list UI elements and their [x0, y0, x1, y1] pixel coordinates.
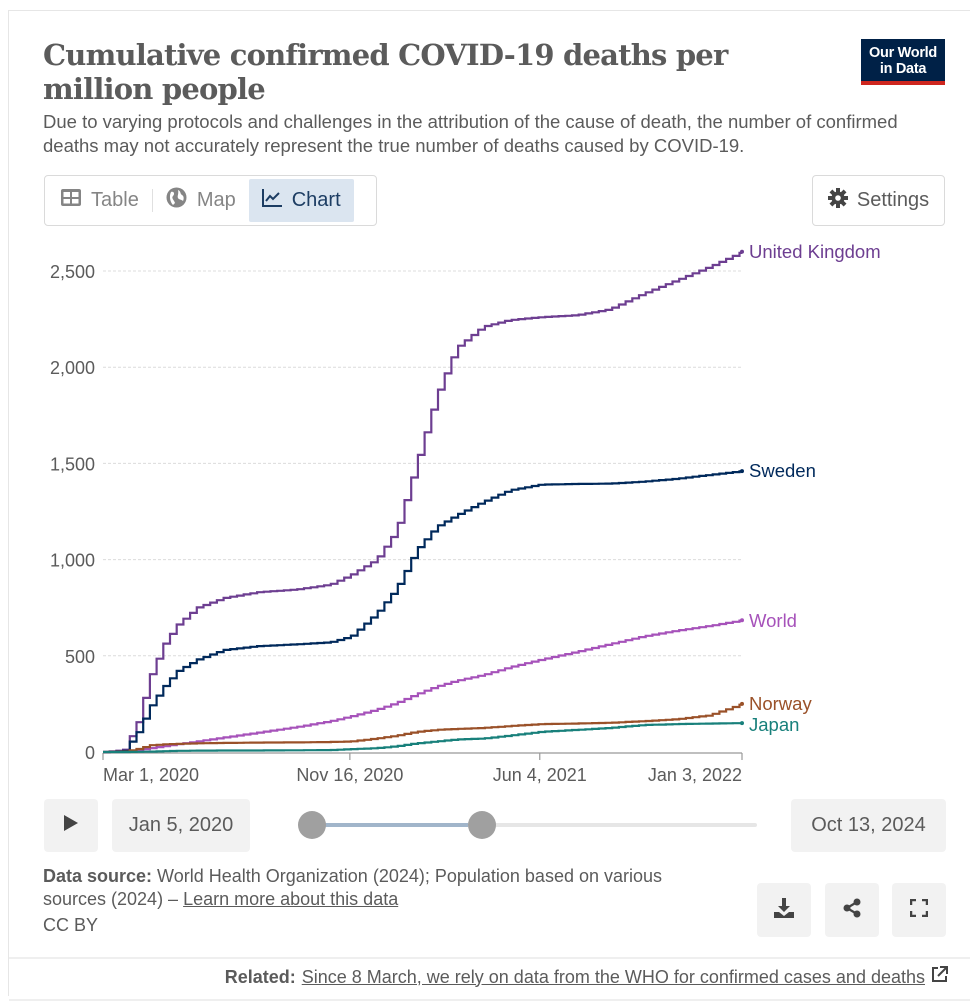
gear-icon — [827, 187, 848, 214]
fullscreen-button[interactable] — [892, 883, 946, 937]
tab-table[interactable]: Table — [48, 179, 152, 222]
end-date-button[interactable]: Oct 13, 2024 — [791, 799, 946, 852]
data-source-prefix: Data source: — [43, 866, 153, 886]
y-tick-label: 2,000 — [50, 358, 95, 378]
series-label-world: World — [749, 610, 797, 631]
logo-line-1: Our World — [869, 45, 937, 61]
globe-icon — [166, 187, 187, 214]
chart-subtitle: Due to varying protocols and challenges … — [43, 111, 898, 156]
tab-map[interactable]: Map — [153, 179, 249, 222]
view-tabs: Table Map Chart — [44, 175, 377, 226]
series-lines — [103, 249, 744, 754]
x-tick-label: Jun 4, 2021 — [493, 765, 587, 785]
series-line-united-kingdom — [103, 251, 742, 754]
series-end-marker — [740, 701, 744, 706]
settings-label: Settings — [856, 189, 930, 211]
series-label-united-kingdom: United Kingdom — [749, 241, 881, 262]
y-tick-label: 2,500 — [50, 262, 95, 282]
series-end-marker — [740, 721, 744, 726]
owid-logo[interactable]: Our World in Data — [861, 39, 945, 85]
related-section: Related: Since 8 March, we rely on data … — [225, 966, 948, 988]
series-line-japan — [103, 722, 742, 754]
series-line-sweden — [103, 470, 742, 754]
related-link[interactable]: Since 8 March, we rely on data from the … — [301, 966, 925, 987]
x-tick-label: Mar 1, 2020 — [103, 765, 199, 785]
share-button[interactable] — [825, 883, 879, 937]
y-tick-label: 500 — [65, 647, 95, 667]
grid-lines — [103, 270, 742, 657]
end-date-label: Oct 13, 2024 — [811, 814, 926, 836]
play-icon — [64, 815, 78, 836]
tab-chart-label: Chart — [291, 189, 341, 211]
tab-map-label: Map — [196, 189, 236, 211]
y-tick-label: 0 — [85, 743, 95, 763]
chart-title: Cumulative confirmed COVID-19 deaths per… — [43, 38, 728, 106]
x-axis: Mar 1, 2020 Nov 16, 2020 Jun 4, 2021 Jan 3,… — [102, 752, 743, 785]
related-prefix: Related: — [224, 966, 296, 987]
data-source: Data source: World Health Organization (… — [43, 865, 703, 911]
series-label-sweden: Sweden — [749, 460, 816, 481]
series-end-marker — [740, 618, 744, 623]
settings-button[interactable]: Settings — [812, 175, 945, 226]
series-line-norway — [103, 703, 742, 754]
y-tick-label: 1,500 — [50, 454, 95, 474]
y-axis: 0 500 1,000 1,500 2,000 2,500 — [50, 262, 95, 763]
timeline-track[interactable] — [298, 823, 757, 827]
license: CC BY — [43, 915, 99, 935]
timeline-start-handle[interactable] — [298, 811, 326, 839]
y-tick-label: 1,000 — [50, 551, 95, 571]
download-button[interactable] — [757, 883, 811, 937]
timeline-end-handle[interactable] — [467, 811, 496, 839]
start-date-button[interactable]: Jan 5, 2020 — [112, 799, 250, 852]
logo-line-2: in Data — [879, 61, 927, 77]
data-source-text: World Health Organization (2024); Popula… — [43, 866, 663, 909]
tab-divider — [151, 189, 153, 212]
start-date-label: Jan 5, 2020 — [128, 814, 234, 836]
learn-more-link[interactable]: Learn more about this data — [183, 889, 399, 909]
series-line-world — [103, 619, 742, 754]
external-link-icon — [931, 966, 948, 988]
line-chart: 0 500 1,000 1,500 2,000 2,500 Mar 1, 2020 Nov … — [50, 241, 881, 785]
tab-table-label: Table — [91, 189, 139, 211]
download-icon — [774, 897, 794, 923]
chart-card — [8, 10, 970, 996]
share-icon — [843, 898, 861, 923]
fullscreen-icon — [909, 898, 929, 922]
x-tick-label: Jan 3, 2022 — [648, 765, 742, 785]
series-end-marker — [740, 469, 744, 474]
series-label-norway: Norway — [749, 693, 812, 714]
timeline-selected-range — [312, 823, 468, 827]
series-end-marker — [740, 249, 744, 254]
series-label-japan: Japan — [749, 714, 799, 735]
play-button[interactable] — [44, 799, 98, 852]
tab-chart[interactable]: Chart — [248, 179, 354, 222]
line-chart-icon — [261, 188, 282, 213]
table-icon — [61, 189, 81, 212]
x-tick-label: Nov 16, 2020 — [296, 765, 403, 785]
